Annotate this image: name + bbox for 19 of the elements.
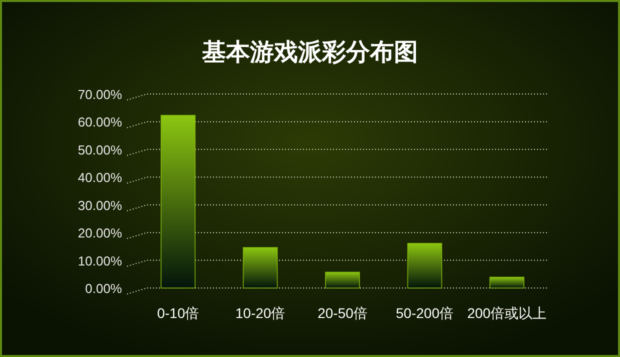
x-tick-label: 50-200倍 [396,305,454,321]
y-tick-label: 70.00% [78,87,122,102]
x-tick-label: 0-10倍 [157,305,200,321]
bar [407,242,442,288]
x-tick-label: 20-50倍 [318,305,368,321]
y-tick-label: 30.00% [78,198,122,213]
x-tick-label: 10-20倍 [235,305,286,321]
bar [242,247,278,288]
x-tick-label: 200倍或以上 [467,305,547,321]
y-tick-label: 40.00% [78,170,122,186]
chart-title: 基本游戏派彩分布图 [201,39,418,66]
y-tick-label: 0.00% [85,281,122,296]
y-tick-label: 50.00% [78,142,122,158]
y-tick-label: 20.00% [78,226,122,241]
bar [489,276,524,288]
y-tick-label: 60.00% [78,114,122,130]
y-tick-label: 10.00% [78,253,122,268]
bar [325,272,360,288]
bar [160,114,196,288]
